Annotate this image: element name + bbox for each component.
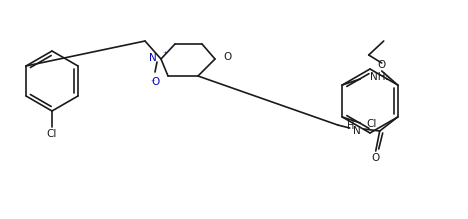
Text: ⁻: ⁻: [151, 78, 155, 87]
Text: H: H: [347, 121, 355, 131]
Text: Cl: Cl: [366, 119, 377, 129]
Text: O: O: [372, 153, 380, 163]
Text: NH₂: NH₂: [370, 72, 390, 82]
Text: ⁺: ⁺: [162, 49, 167, 58]
Text: O: O: [152, 77, 160, 87]
Text: N: N: [149, 53, 157, 63]
Text: O: O: [378, 60, 386, 70]
Text: N: N: [353, 126, 361, 136]
Text: Cl: Cl: [47, 129, 57, 139]
Text: O: O: [223, 52, 231, 62]
